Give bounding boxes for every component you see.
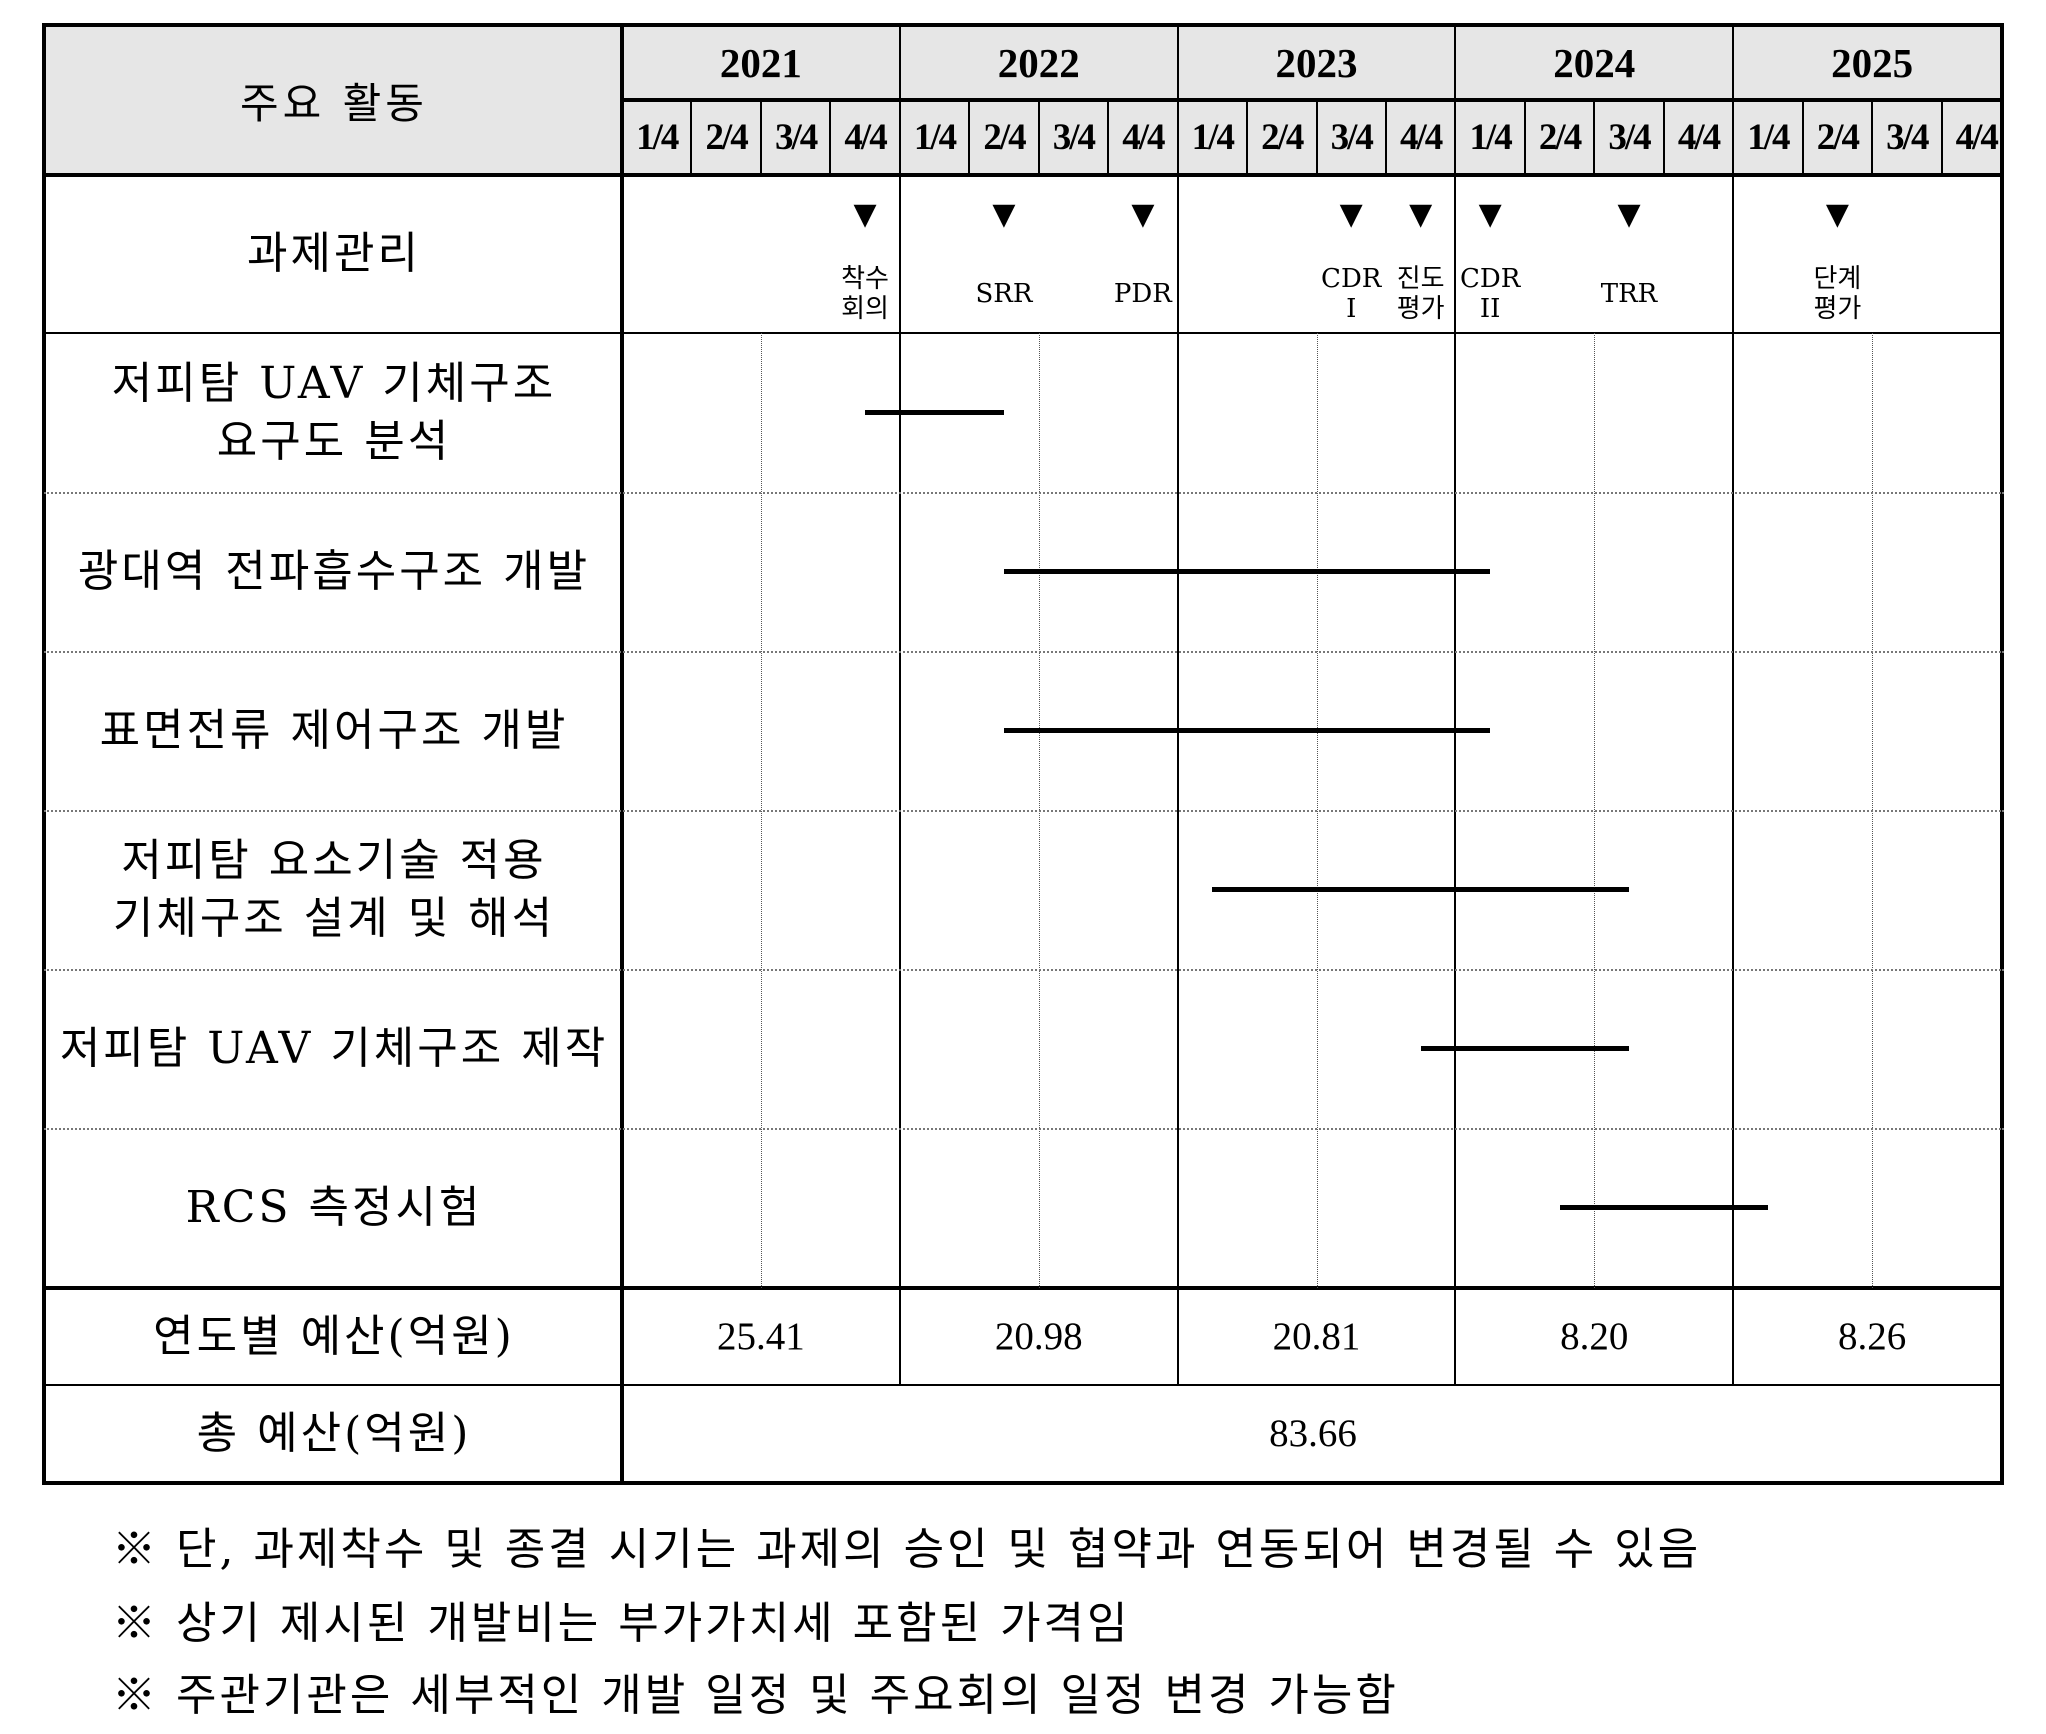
quarter-divider	[1662, 100, 1665, 175]
note-3: ※ 주관기관은 세부적인 개발 일정 및 주요회의 일정 변경 가능함	[112, 1670, 1399, 1721]
quarter-header: 1/4	[1469, 117, 1512, 158]
milestone-marker-icon: ▼	[1131, 196, 1155, 232]
activity-label: 저피탐 UAV 기체구조 제작	[59, 1022, 609, 1074]
row-dotted-separator	[44, 492, 2004, 494]
quarter-header: 2/4	[983, 117, 1026, 158]
quarter-header: 2/4	[1538, 117, 1582, 158]
header-bottom-rule	[44, 173, 2004, 177]
milestone-bottom-rule	[44, 332, 2004, 334]
row-dotted-separator	[44, 651, 2004, 653]
activity-label: RCS 측정시험	[185, 1181, 483, 1233]
schedule-table	[42, 23, 2004, 1485]
year-header: 2025	[1831, 40, 1914, 86]
quarter-header: 3/4	[1052, 117, 1096, 158]
quarter-header: 1/4	[1191, 117, 1235, 158]
milestone-row-label: 과제관리	[247, 228, 421, 279]
quarter-divider	[759, 100, 762, 175]
quarter-header: 2/4	[1816, 117, 1860, 158]
milestone-marker-icon: ▼	[853, 196, 877, 232]
yearly-budget-label: 연도별 예산(억원)	[153, 1310, 515, 1362]
budget-mid-rule	[44, 1384, 2004, 1386]
quarter-header: 3/4	[1330, 117, 1374, 158]
yearly-budget-value: 20.98	[994, 1315, 1083, 1358]
header-title: 주요 활동	[240, 78, 428, 128]
quarter-divider	[1871, 100, 1874, 175]
milestone-marker-icon: ▼	[1617, 196, 1641, 232]
activity-bar	[1003, 727, 1491, 733]
quarter-header: 1/4	[1747, 117, 1790, 158]
activity-label: 저피탐 요소기술 적용 기체구조 설계 및 해석	[112, 834, 556, 944]
note-2: ※ 상기 제시된 개발비는 부가가치세 포함된 가격임	[112, 1598, 1131, 1649]
milestone-label: CDR II	[1459, 264, 1521, 324]
milestone-label: 단계 평가	[1813, 264, 1862, 324]
quarter-header: 2/4	[705, 117, 749, 158]
quarter-divider	[690, 100, 693, 175]
activity-bar	[1559, 1204, 1768, 1210]
year-divider	[898, 23, 901, 1385]
activity-bottom-rule	[44, 1286, 2004, 1290]
activity-bar	[1420, 1045, 1630, 1051]
quarter-header: 1/4	[636, 117, 679, 158]
milestone-marker-icon: ▼	[1339, 196, 1363, 232]
yearly-budget-value: 8.26	[1837, 1315, 1907, 1358]
year-divider	[1176, 23, 1179, 1385]
total-budget-value: 83.66	[1269, 1412, 1357, 1455]
activity-label: 광대역 전파흡수구조 개발	[77, 545, 591, 597]
milestone-marker-icon: ▼	[1409, 196, 1433, 232]
year-header: 2024	[1553, 40, 1636, 86]
quarter-header: 3/4	[1886, 117, 1929, 158]
row-dotted-separator	[44, 969, 2004, 971]
activity-label: 저피탐 UAV 기체구조 요구도 분석	[111, 357, 557, 467]
yearly-budget-value: 8.20	[1560, 1315, 1629, 1358]
milestone-label: TRR	[1600, 279, 1658, 309]
quarter-divider	[1801, 100, 1804, 175]
quarter-header: 4/4	[844, 117, 887, 158]
quarter-divider	[1523, 100, 1526, 175]
activity-label: 표면전류 제어구조 개발	[99, 704, 569, 756]
year-header: 2023	[1275, 40, 1358, 86]
activity-bar	[1003, 568, 1491, 574]
quarter-header: 1/4	[913, 117, 957, 158]
row-dotted-separator	[44, 1128, 2004, 1130]
total-budget-label: 총 예산(억원)	[196, 1407, 472, 1459]
quarter-header: 4/4	[1677, 117, 1721, 158]
quarter-divider	[968, 100, 971, 175]
quarter-divider	[1384, 100, 1387, 175]
quarter-divider	[1246, 100, 1249, 175]
quarter-divider	[1315, 100, 1318, 175]
quarter-divider	[1593, 100, 1596, 175]
milestone-label: 착수 회의	[841, 264, 889, 324]
quarter-header: 4/4	[1955, 117, 1999, 158]
quarter-divider	[829, 100, 832, 175]
quarter-header: 3/4	[774, 117, 818, 158]
milestone-marker-icon: ▼	[1478, 196, 1502, 232]
quarter-divider	[1940, 100, 1943, 175]
milestone-marker-icon: ▼	[1825, 196, 1849, 232]
milestone-label: 진도 평가	[1396, 264, 1445, 324]
header-mid-rule	[622, 98, 2004, 102]
year-header: 2022	[997, 40, 1080, 86]
quarter-header: 4/4	[1400, 117, 1443, 158]
milestone-label: CDR I	[1321, 264, 1382, 324]
activity-bar	[1212, 886, 1629, 892]
milestone-label: SRR	[975, 279, 1033, 309]
header-left-divider	[620, 23, 624, 1483]
note-1: ※ 단, 과제착수 및 종결 시기는 과제의 승인 및 협약과 연동되어 변경될…	[112, 1524, 1702, 1575]
activity-bar	[865, 409, 1004, 415]
row-dotted-separator	[44, 810, 2004, 812]
milestone-marker-icon: ▼	[992, 196, 1016, 232]
yearly-budget-value: 25.41	[717, 1315, 805, 1358]
quarter-header: 2/4	[1261, 117, 1304, 158]
quarter-divider	[1037, 100, 1040, 175]
milestone-label: PDR	[1113, 279, 1172, 309]
quarter-header: 3/4	[1608, 117, 1651, 158]
year-divider	[1732, 23, 1735, 1385]
year-header: 2021	[719, 40, 802, 86]
quarter-header: 4/4	[1122, 117, 1165, 158]
year-divider	[1454, 23, 1457, 1385]
yearly-budget-value: 20.81	[1272, 1315, 1361, 1358]
quarter-divider	[1107, 100, 1110, 175]
